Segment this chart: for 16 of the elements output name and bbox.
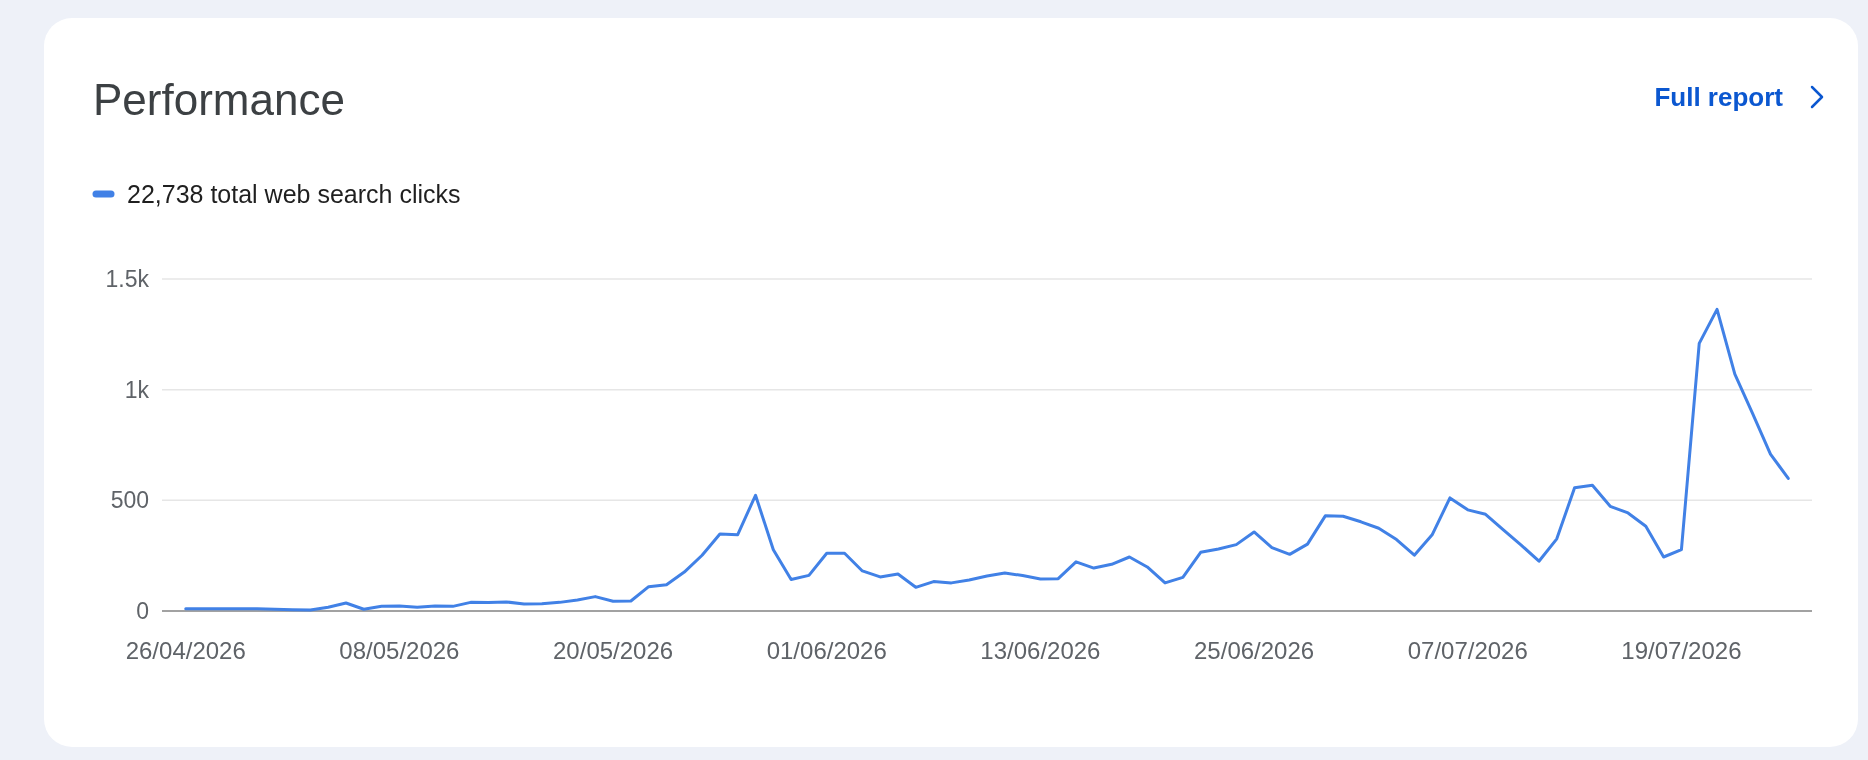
- chart-title: Performance: [93, 75, 345, 124]
- x-tick-label: 13/06/2026: [980, 637, 1101, 664]
- y-tick-label: 1k: [124, 376, 150, 403]
- x-tick-label: 07/07/2026: [1407, 637, 1528, 664]
- x-tick-label: 08/05/2026: [339, 637, 460, 664]
- text: Full report: [1654, 82, 1784, 112]
- y-tick-label: 1.5k: [105, 266, 150, 293]
- x-tick-label: 01/06/2026: [766, 637, 887, 664]
- y-tick-label: 0: [136, 598, 149, 625]
- x-tick-label: 25/06/2026: [1194, 637, 1315, 664]
- legend-label: 22,738 total web search clicks: [127, 180, 461, 208]
- x-tick-label: 26/04/2026: [125, 637, 246, 664]
- line-series: [184, 307, 1790, 612]
- x-tick-label: 19/07/2026: [1621, 637, 1742, 664]
- y-tick-label: 500: [110, 487, 149, 514]
- x-tick-label: 20/05/2026: [553, 637, 674, 664]
